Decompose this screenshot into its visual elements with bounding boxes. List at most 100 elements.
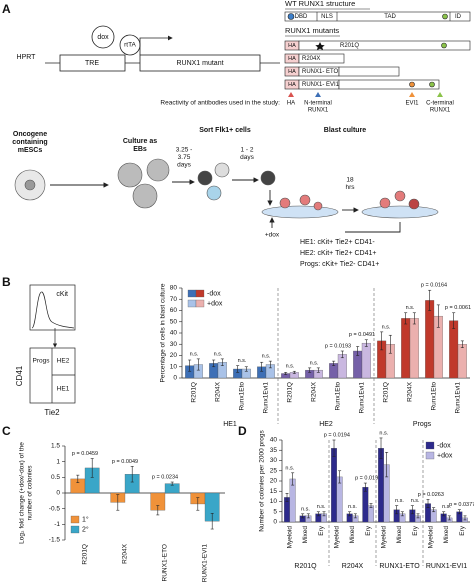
- panel-label: C: [2, 424, 11, 438]
- label: TRE: [85, 60, 99, 67]
- error-bar: [76, 474, 80, 483]
- y-tick-label: 40: [270, 437, 278, 444]
- annotation: p = 0.0377: [449, 502, 474, 508]
- label: NLS: [321, 14, 333, 20]
- mutant-constructs: [284, 40, 471, 97]
- error-bar: [316, 367, 320, 373]
- x-tick-label: Runx1Eto: [431, 382, 438, 411]
- annotation: p = 0.0193: [325, 343, 351, 349]
- error-bar: [130, 466, 134, 483]
- legend-swatch: [187, 289, 197, 298]
- y-tick-label: 20: [270, 478, 278, 485]
- legend-label: 2°: [82, 525, 89, 533]
- x-tick-label: Mixed: [396, 526, 403, 544]
- label: 3.75: [178, 154, 191, 161]
- annotation: n.s.: [310, 360, 319, 366]
- legend-label: +dox: [207, 300, 223, 307]
- label: rtTA: [124, 42, 136, 49]
- label: ID: [455, 14, 462, 20]
- annotation: p = 0.0263: [418, 492, 444, 498]
- annotation: n.s.: [442, 504, 451, 510]
- error-bar: [196, 497, 200, 511]
- x-tick-label: R204X: [407, 381, 414, 402]
- annotation: p = 0.0164: [421, 283, 447, 289]
- label: HPRT: [17, 54, 37, 61]
- bar: [331, 448, 337, 523]
- annotation: n.s.: [411, 498, 420, 504]
- error-bar: [338, 470, 342, 484]
- bar: [289, 478, 296, 523]
- annotation: n.s.: [301, 506, 310, 512]
- error-bar: [196, 358, 200, 371]
- error-bar: [395, 505, 399, 515]
- annotation: n.s.: [395, 498, 404, 504]
- label: WT RUNX1 structure: [285, 0, 355, 8]
- error-bar: [308, 367, 312, 373]
- legend-label: 1°: [82, 515, 89, 523]
- error-bar: [210, 513, 214, 530]
- legend-swatch: [425, 441, 435, 450]
- x-tick-label: Mixed: [443, 526, 450, 544]
- y-tick-label: 1.5: [51, 443, 60, 450]
- error-bar: [285, 492, 289, 502]
- error-bar: [364, 339, 368, 347]
- x-tick-label: Ery: [459, 525, 466, 536]
- legend-label: +dox: [437, 452, 453, 459]
- label: HE2: [57, 358, 70, 365]
- construct: [45, 25, 280, 72]
- y-tick-label: 50: [170, 318, 178, 325]
- bar: [361, 342, 371, 379]
- label: C-terminal: [426, 101, 454, 107]
- y-tick-label: 80: [170, 285, 178, 292]
- annotation: n.s.: [286, 364, 295, 370]
- label: EBs: [133, 146, 147, 153]
- error-bar: [340, 350, 344, 359]
- label: R201Q: [340, 43, 359, 49]
- y-tick-label: 35: [270, 447, 278, 454]
- x-tick-label: R204X: [122, 543, 129, 564]
- annotation: n.s.: [379, 430, 388, 436]
- panel-label: D: [238, 424, 247, 438]
- error-bar: [306, 513, 310, 519]
- legend-label: -dox: [437, 442, 451, 449]
- legend-swatch: [187, 299, 197, 308]
- label: days: [240, 154, 254, 161]
- label: RUNX1 mutant: [176, 60, 223, 67]
- y-tick-label: 5: [273, 508, 277, 515]
- bar: [409, 318, 419, 379]
- label: RUNX1: [430, 108, 451, 114]
- error-bar: [379, 437, 383, 459]
- error-bar: [268, 360, 272, 369]
- label: HE1: cKit+ Tie2+ CD41-: [300, 239, 375, 246]
- error-bar: [457, 509, 461, 515]
- label: TAD: [384, 14, 396, 20]
- annotation: n.s.: [262, 354, 271, 360]
- y-tick-label: 30: [270, 457, 278, 464]
- label: DBD: [295, 14, 308, 20]
- group-label: R201Q: [294, 563, 317, 570]
- error-bar: [284, 372, 288, 375]
- x-tick-label: R201Q: [287, 382, 294, 403]
- x-tick-label: Myeloid: [287, 526, 294, 549]
- y-tick-label: 15: [270, 488, 278, 495]
- error-bar: [363, 482, 367, 492]
- error-bar: [410, 505, 414, 515]
- bar: [425, 300, 435, 379]
- x-tick-label: Ery: [318, 525, 325, 536]
- error-bar: [369, 503, 373, 508]
- error-bar: [316, 511, 320, 517]
- y-tick-label: 30: [170, 341, 178, 348]
- y-tick-label: -1: [54, 521, 60, 528]
- legend-swatch: [70, 525, 80, 534]
- bar: [362, 486, 369, 523]
- annotation: n.s.: [285, 465, 294, 471]
- label: HE1: [57, 386, 70, 393]
- error-bar: [322, 511, 326, 517]
- x-tick-label: Runx1Evi1: [359, 382, 366, 414]
- error-bar: [260, 361, 264, 372]
- x-tick-label: Mixed: [302, 526, 309, 544]
- annotation: n.s.: [382, 324, 391, 330]
- error-bar: [385, 451, 389, 478]
- annotation: n.s.: [190, 351, 199, 357]
- error-bar: [460, 340, 464, 348]
